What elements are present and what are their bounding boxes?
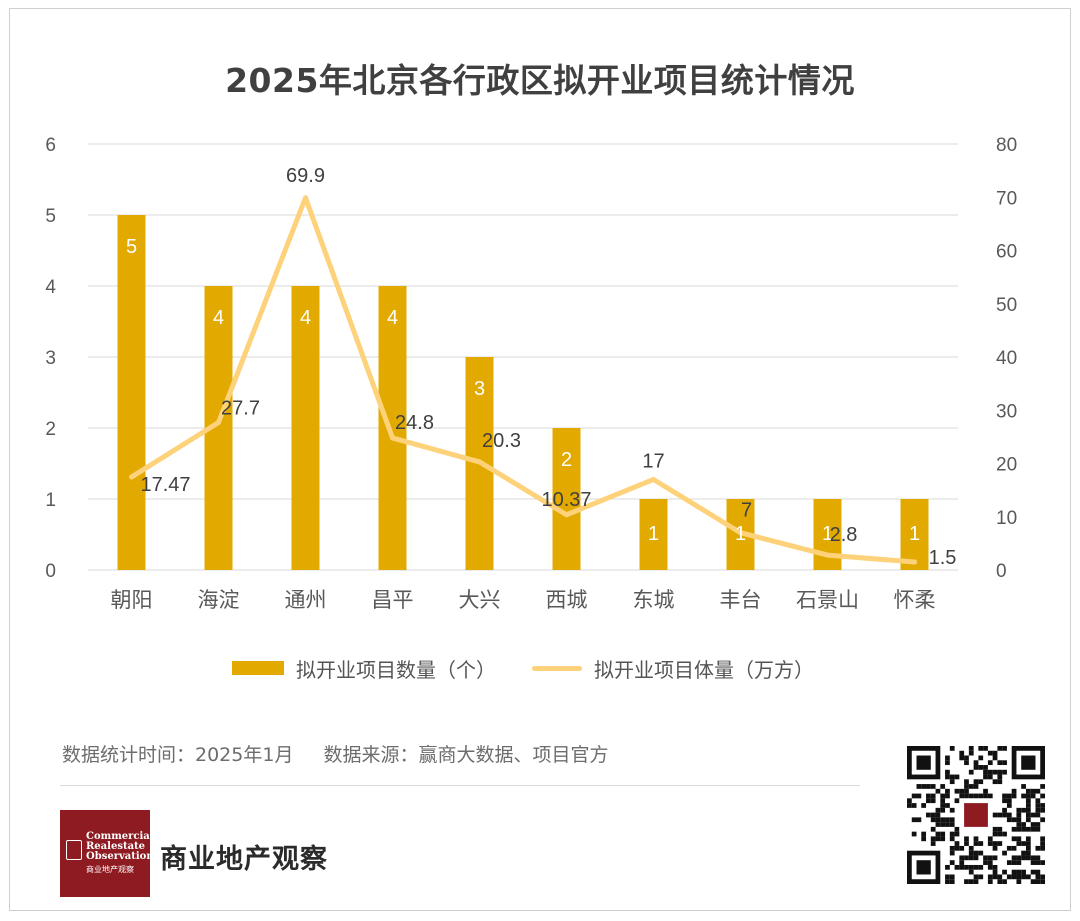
footnote-time: 数据统计时间：2025年1月 (62, 744, 294, 766)
line-series-volume (129, 195, 917, 565)
bar (639, 499, 668, 570)
line-point (129, 474, 134, 480)
bar (117, 215, 146, 570)
x-tick-label: 朝阳 (111, 588, 153, 612)
bar-data-label: 2 (561, 449, 572, 471)
line-data-label: 2.8 (830, 524, 858, 546)
brand-name: 商业地产观察 (160, 844, 328, 875)
legend-swatch-line (532, 665, 582, 671)
line-point (390, 435, 395, 441)
y-right-tick-label: 0 (996, 561, 1007, 582)
bar (378, 286, 407, 570)
line-point (216, 419, 221, 425)
x-tick-label: 石景山 (796, 588, 859, 612)
legend: 拟开业项目数量（个） 拟开业项目体量（万方） (0, 650, 1080, 686)
line-data-label: 20.3 (482, 430, 521, 452)
y-right-tick-label: 60 (996, 242, 1017, 263)
logo-text-2: Realestate (86, 841, 146, 852)
bar (291, 286, 320, 570)
line-data-label: 24.8 (395, 412, 434, 434)
line-point (303, 195, 308, 201)
bar (900, 499, 929, 570)
x-tick-label: 大兴 (459, 588, 501, 612)
logo-emblem-icon (66, 840, 82, 860)
line-data-label: 1.5 (929, 547, 957, 569)
legend-swatch-bar (232, 661, 284, 675)
logo-text-1: Commercial (86, 831, 154, 842)
bar (552, 428, 581, 570)
y-left-tick-label: 0 (45, 561, 56, 582)
x-tick-label: 西城 (546, 588, 588, 612)
line-data-label: 17 (642, 450, 664, 472)
line-data-label: 7 (741, 500, 752, 522)
x-tick-label: 怀柔 (894, 588, 936, 612)
y-right-tick-label: 40 (996, 348, 1017, 369)
line-data-label: 17.47 (140, 474, 190, 496)
x-tick-label: 海淀 (198, 588, 240, 612)
y-left-tick-label: 6 (45, 135, 56, 156)
bar-data-label: 4 (213, 307, 224, 329)
divider (60, 785, 860, 786)
line-data-label: 10.37 (541, 489, 591, 511)
line-data-label: 69.9 (286, 165, 325, 187)
chart-frame (9, 8, 1071, 911)
footnote: 数据统计时间：2025年1月 数据来源：赢商大数据、项目官方 (62, 740, 633, 767)
line-data-label: 27.7 (221, 397, 260, 419)
bar-data-label: 4 (387, 307, 398, 329)
x-tick-label: 昌平 (372, 588, 414, 612)
logo-text-4: 商业地产观察 (86, 865, 134, 874)
legend-item-line: 拟开业项目体量（万方） (532, 650, 814, 686)
y-left-tick-label: 1 (45, 490, 56, 511)
line-point (912, 559, 917, 565)
footnote-source: 数据来源：赢商大数据、项目官方 (323, 744, 609, 766)
bar-data-label: 1 (822, 523, 833, 545)
bar-data-label: 3 (474, 378, 485, 400)
line-point (738, 530, 743, 536)
logo-text-3: Observation (86, 851, 154, 862)
chart-title: 2025年北京各行政区拟开业项目统计情况 (225, 61, 855, 100)
line-point (825, 552, 830, 558)
y-right-tick-label: 10 (996, 508, 1017, 529)
y-right-tick-label: 80 (996, 135, 1017, 156)
y-left-tick-label: 3 (45, 348, 56, 369)
line-point (477, 459, 482, 465)
y-right-tick-label: 30 (996, 401, 1017, 422)
y-left-tick-label: 5 (45, 206, 56, 227)
brand-logo: Commercial Realestate Observation 商业地产观察 (60, 810, 154, 897)
y-right-tick-label: 70 (996, 188, 1017, 209)
legend-label-line: 拟开业项目体量（万方） (594, 657, 814, 682)
x-tick-label: 东城 (633, 588, 675, 612)
x-tick-label: 通州 (285, 588, 327, 612)
x-tick-label: 丰台 (720, 588, 762, 612)
bar-data-label: 5 (126, 236, 137, 258)
y-right-tick-label: 50 (996, 295, 1017, 316)
y-left-tick-label: 4 (45, 277, 56, 298)
legend-item-bar: 拟开业项目数量（个） (232, 650, 496, 686)
bar-data-label: 4 (300, 307, 311, 329)
y-right-tick-label: 20 (996, 455, 1017, 476)
line-point (651, 476, 656, 482)
bar-data-label: 1 (648, 523, 659, 545)
legend-label-bar: 拟开业项目数量（个） (296, 657, 496, 682)
bar-data-label: 1 (735, 523, 746, 545)
qr-code-icon[interactable] (907, 746, 1045, 884)
bar-data-label: 1 (909, 523, 920, 545)
y-left-tick-label: 2 (45, 419, 56, 440)
line-point (564, 512, 569, 518)
